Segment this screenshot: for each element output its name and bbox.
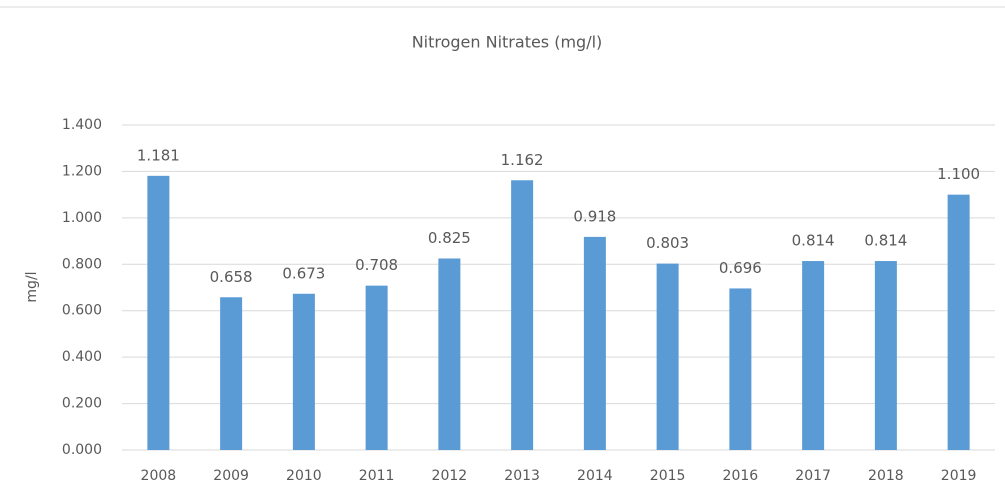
bar <box>874 261 897 450</box>
y-tick-label: 1.400 <box>62 117 102 133</box>
x-tick-label: 2018 <box>868 468 904 484</box>
x-tick-label: 2011 <box>359 468 395 484</box>
data-label: 0.673 <box>282 264 325 282</box>
x-tick-label: 2019 <box>941 468 977 484</box>
bar <box>729 288 752 450</box>
x-tick-label: 2008 <box>141 468 177 484</box>
y-tick-label: 0.600 <box>62 303 102 319</box>
bar <box>656 263 679 450</box>
bar <box>365 285 388 450</box>
x-tick-label: 2014 <box>577 468 613 484</box>
y-axis-label: mg/l <box>24 271 40 302</box>
bar <box>583 236 606 450</box>
y-tick-label: 1.200 <box>62 163 102 179</box>
x-tick-label: 2015 <box>650 468 686 484</box>
x-tick-label: 2012 <box>432 468 468 484</box>
bar <box>438 258 461 450</box>
x-tick-label: 2009 <box>213 468 249 484</box>
bar <box>947 194 970 450</box>
x-tick-label: 2013 <box>504 468 540 484</box>
y-tick-label: 0.200 <box>62 396 102 412</box>
bar <box>511 180 534 450</box>
data-label: 0.708 <box>355 256 398 274</box>
y-tick-label: 0.400 <box>62 349 102 365</box>
data-label: 0.918 <box>573 207 616 225</box>
y-tick-label: 0.800 <box>62 256 102 272</box>
data-label: 1.162 <box>501 151 544 169</box>
chart-title: Nitrogen Nitrates (mg/l) <box>412 33 603 52</box>
y-tick-label: 1.000 <box>62 210 102 226</box>
data-label: 0.814 <box>864 232 907 250</box>
x-tick-label: 2016 <box>723 468 759 484</box>
bar <box>220 297 243 450</box>
bar <box>147 175 170 450</box>
y-tick-label: 0.000 <box>62 442 102 458</box>
bar <box>292 293 315 450</box>
data-label: 0.814 <box>792 232 835 250</box>
x-tick-label: 2010 <box>286 468 322 484</box>
data-label: 0.803 <box>646 234 689 252</box>
data-label: 0.696 <box>719 259 762 277</box>
data-label: 0.825 <box>428 229 471 247</box>
data-label: 1.181 <box>137 146 180 164</box>
x-tick-label: 2017 <box>795 468 831 484</box>
bar <box>802 261 825 450</box>
data-label: 0.658 <box>210 268 253 286</box>
data-label: 1.100 <box>937 165 980 183</box>
